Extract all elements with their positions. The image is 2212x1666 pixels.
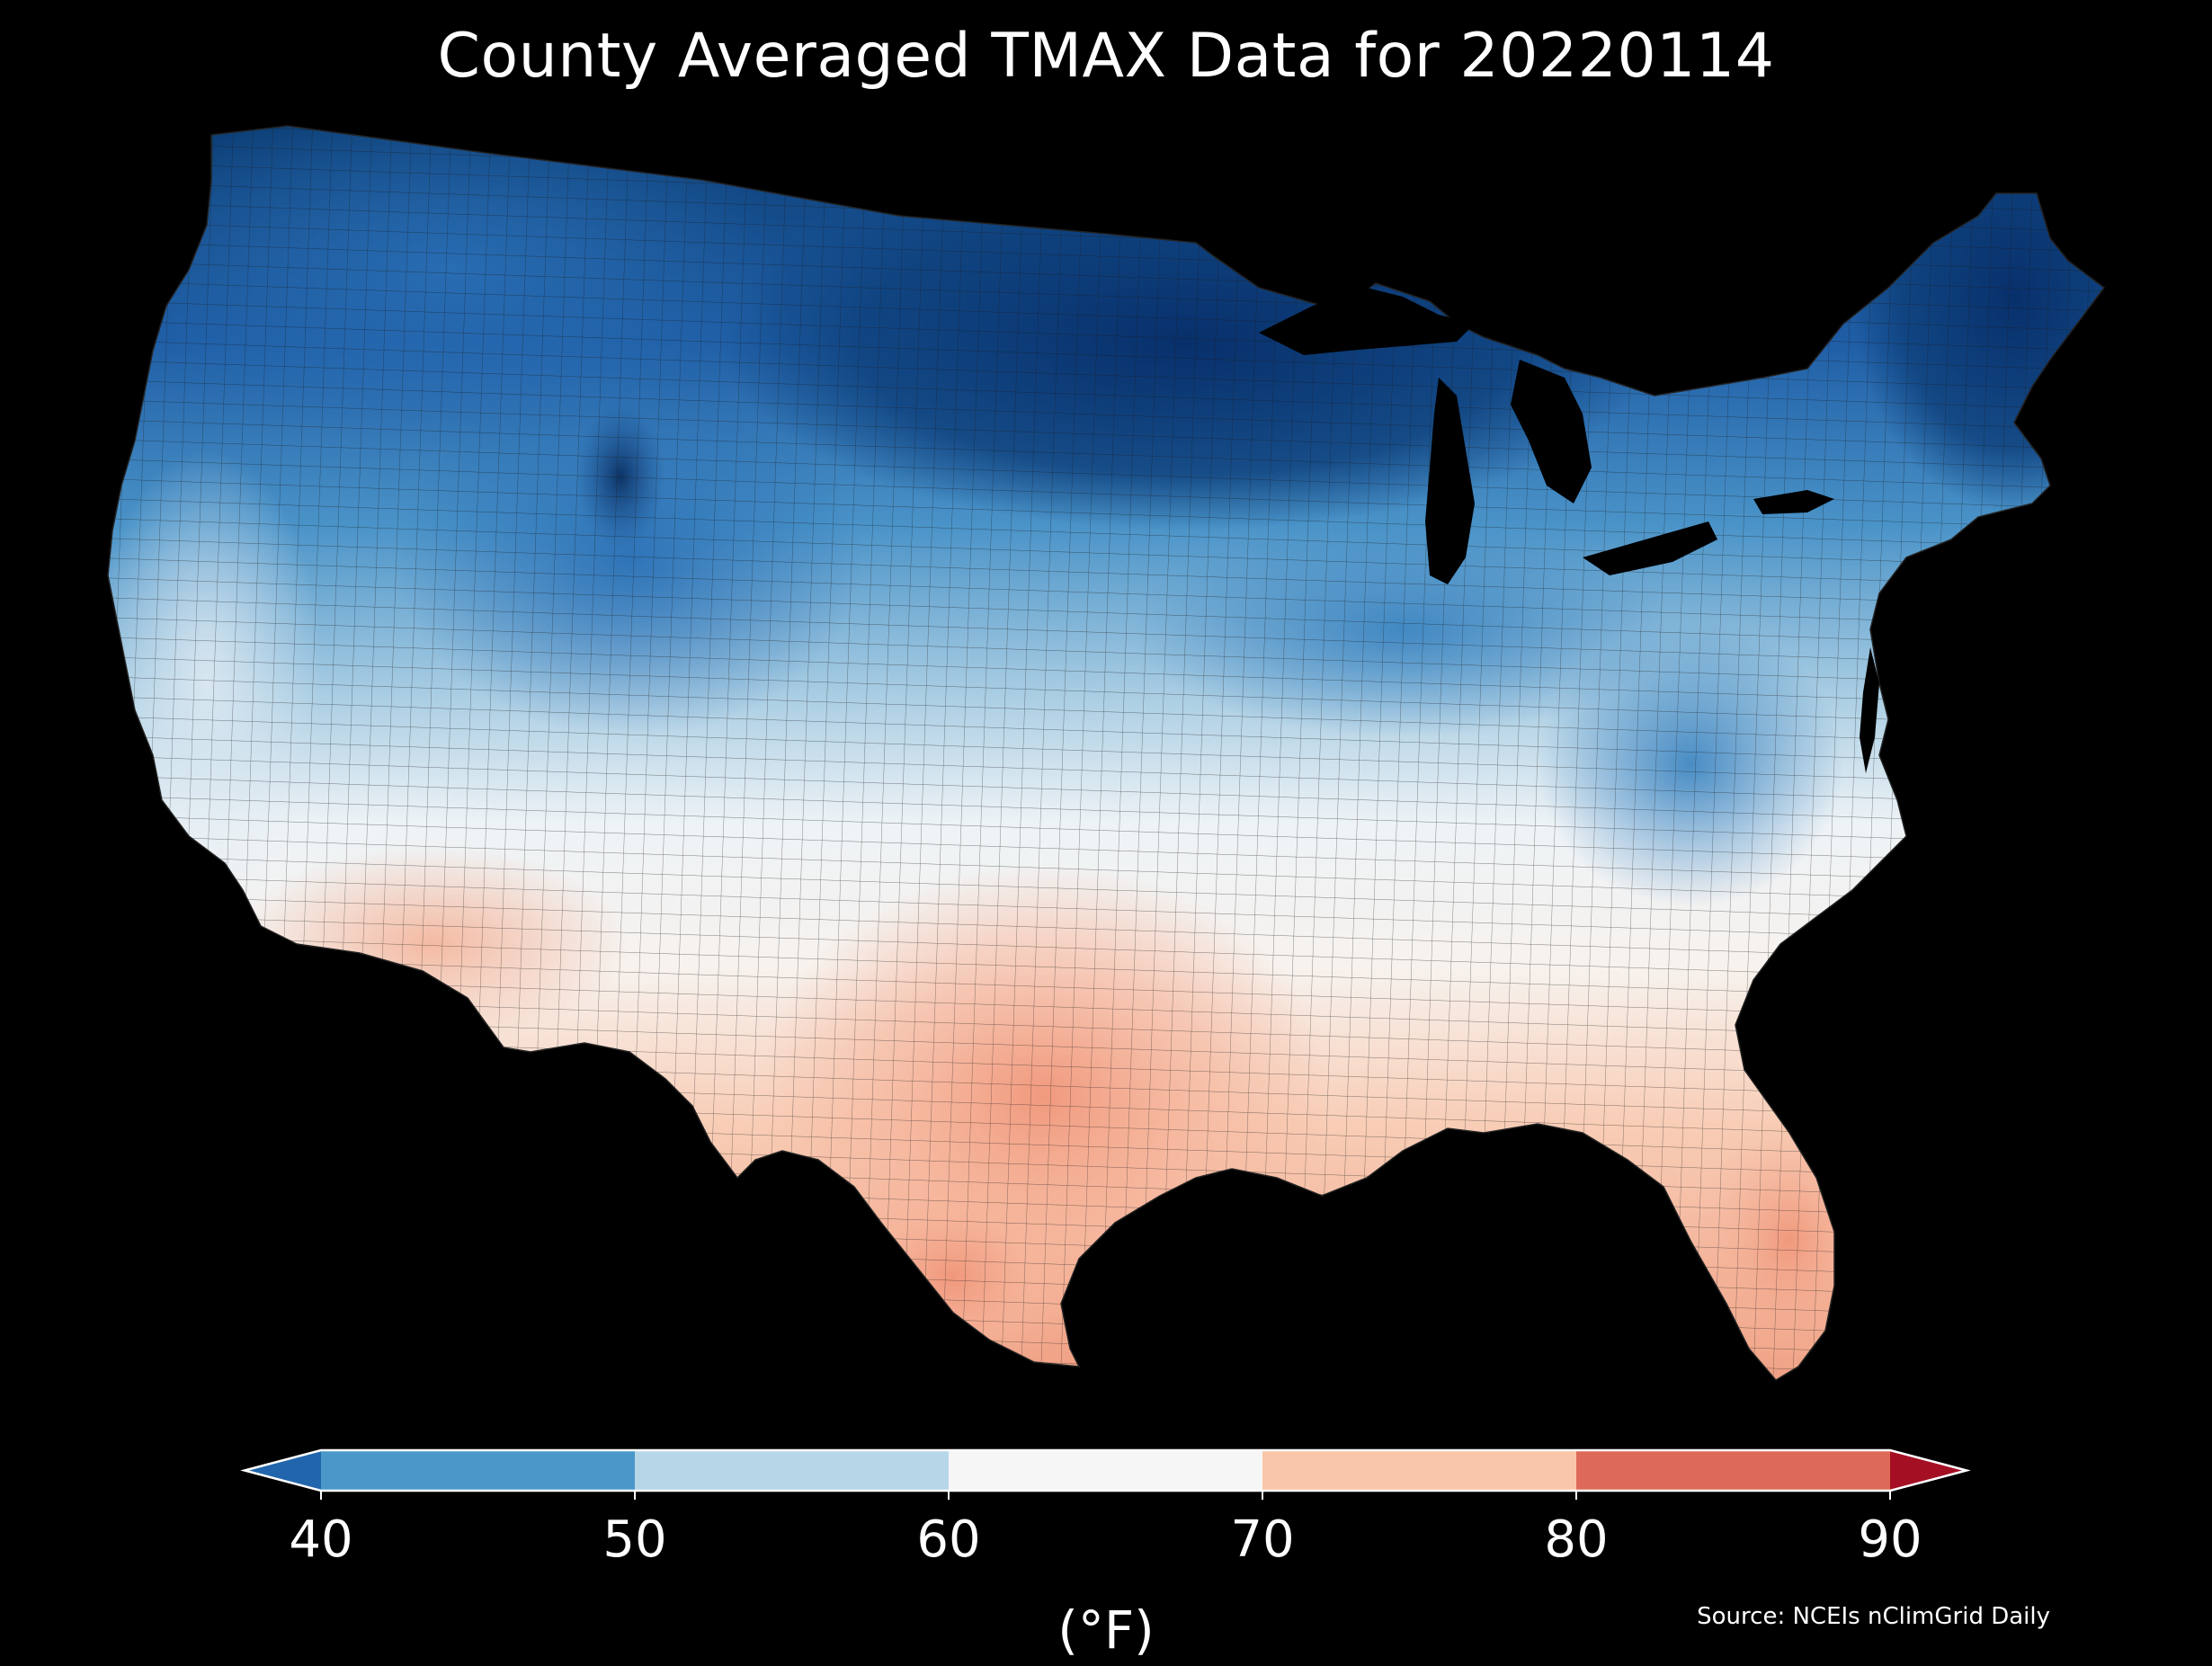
colorbar-tick-label: 70 bbox=[1230, 1510, 1295, 1569]
colorbar-extend-high bbox=[1890, 1450, 1967, 1491]
lake-erie bbox=[1583, 521, 1717, 575]
great-lakes bbox=[1259, 288, 1879, 773]
colorbar-unit-label: (°F) bbox=[1057, 1599, 1155, 1661]
lake-superior bbox=[1259, 288, 1475, 355]
lake-ontario bbox=[1753, 490, 1834, 514]
lake-huron bbox=[1511, 360, 1592, 503]
colorbar-bin-3 bbox=[1262, 1450, 1576, 1491]
colorbar-tick-label: 50 bbox=[602, 1510, 667, 1569]
us-outline bbox=[107, 125, 2106, 1381]
lake-michigan bbox=[1425, 378, 1475, 584]
map-title: County Averaged TMAX Data for 20220114 bbox=[437, 21, 1775, 92]
chesapeake-bay bbox=[1860, 647, 1879, 773]
colorbar-bin-0 bbox=[321, 1450, 635, 1491]
colorbar-tick-label: 90 bbox=[1858, 1510, 1922, 1569]
colorbar-bin-1 bbox=[635, 1450, 949, 1491]
colorbar-tick-label: 40 bbox=[289, 1510, 353, 1569]
colorbar-bin-4 bbox=[1576, 1450, 1890, 1491]
source-credit: Source: NCEIs nClimGrid Daily bbox=[1697, 1603, 2050, 1630]
colorbar-tick-label: 80 bbox=[1544, 1510, 1609, 1569]
colorbar-tick-label: 60 bbox=[916, 1510, 981, 1569]
colorbar-extend-low bbox=[245, 1450, 321, 1491]
colorbar-bin-2 bbox=[949, 1450, 1262, 1491]
